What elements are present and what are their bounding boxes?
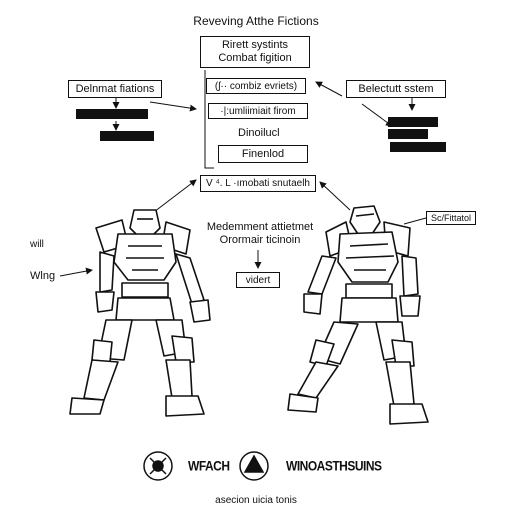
middle-small-box: vidert [236, 272, 280, 288]
right-black-bar-3 [390, 142, 446, 152]
right-black-bar-1 [388, 117, 438, 127]
left-robot-belt [121, 282, 169, 298]
left-robot-fist-l [95, 291, 115, 313]
right-robot-foot-r [389, 403, 429, 425]
left-black-bar-1 [76, 109, 148, 119]
right-small-label: Sc/Fittatol [426, 211, 476, 225]
center-item-3: Dinoilucl [238, 127, 280, 139]
right-robot-foot-l [287, 393, 319, 413]
left-logo-label: WFACH [188, 457, 230, 475]
center-top-box: Rirett systints Combat figition [200, 36, 310, 68]
right-to-center-arrow [315, 81, 343, 97]
middle-text-line1: Medemment attietmet [206, 221, 314, 233]
left-robot-fist-r [189, 299, 211, 323]
right-robot-arrow [319, 181, 351, 211]
center-item-1: (ʃ·· combiz evriets) [206, 78, 306, 94]
left-robot-arm-l [99, 251, 115, 293]
middle-text-line2: Orormair ticinoin [219, 234, 301, 246]
right-robot-fist-l [303, 293, 323, 315]
left-label-lower: Wlng [30, 270, 56, 282]
left-to-center-arrow [149, 101, 197, 112]
center-top-line1: Rirett systints [221, 39, 288, 51]
center-bracket [204, 70, 214, 169]
left-label-upper: will [30, 239, 44, 250]
center-item-4: Finenlod [218, 145, 308, 163]
right-robot-fist-r [399, 295, 421, 317]
center-top-line2: Combat figition [218, 52, 292, 64]
left-box: Delnmat fiations [68, 80, 162, 98]
footer-caption: asecion uicia tonis [215, 495, 297, 506]
left-robot-arrow [149, 179, 197, 216]
center-item-2: ·|:umliimiait firom [208, 103, 308, 119]
right-box-down-arrow [361, 103, 393, 127]
left-robot-foot-l [69, 397, 105, 415]
left-black-bar-2 [100, 131, 154, 141]
right-black-bar-2 [388, 129, 428, 139]
right-box: Belectutt sstem [346, 80, 446, 98]
right-robot-arm-r [401, 255, 419, 297]
left-robot-foot-r [165, 395, 205, 417]
wing-pointer-arrow [59, 267, 93, 277]
diagram-title: Reveving Atthe Fictions [193, 14, 319, 28]
right-label-pointer [403, 217, 427, 225]
right-logo-label: WINOASTHSUINS [286, 457, 382, 475]
center-bottom-box: V ⁴. L ·ımobati snutaelh [200, 175, 316, 192]
